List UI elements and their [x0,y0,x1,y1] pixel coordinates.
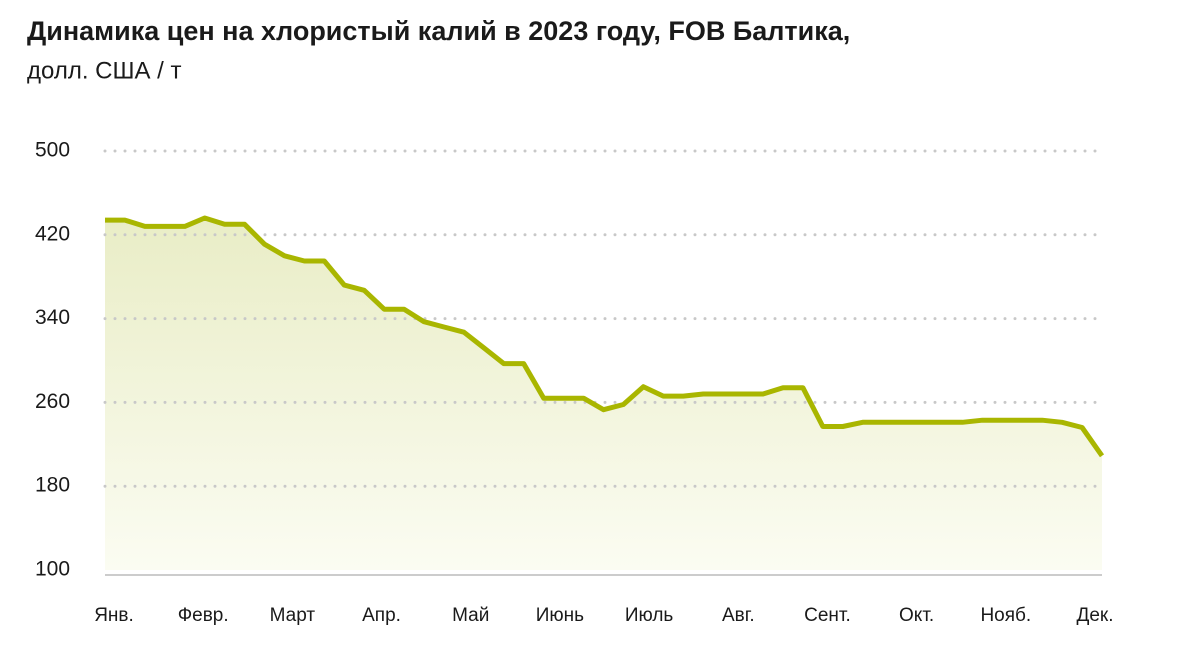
x-tick-label: Апр. [362,605,401,626]
chart-subtitle: долл. США / т [27,57,182,84]
x-tick-label: Март [270,605,316,626]
x-tick-label: Дек. [1076,605,1113,626]
x-tick-label: Май [452,605,489,626]
area [105,218,1102,570]
x-tick-label: Янв. [94,605,134,626]
x-tick-label: Июль [625,605,674,626]
x-tick-label: Июнь [536,605,584,626]
x-tick-label: Авг. [722,605,755,626]
chart-title: Динамика цен на хлористый калий в 2023 г… [27,16,850,46]
y-tick-label: 420 [35,222,70,245]
x-tick-label: Февр. [178,605,229,626]
y-tick-label: 100 [35,558,70,581]
y-tick-label: 500 [35,139,70,162]
y-tick-label: 180 [35,474,70,497]
x-tick-label: Окт. [899,605,934,626]
y-tick-label: 340 [35,306,70,329]
y-tick-label: 260 [35,390,70,413]
x-tick-label: Нояб. [980,605,1031,626]
line [105,215,1105,458]
x-tick-label: Сент. [804,605,851,626]
